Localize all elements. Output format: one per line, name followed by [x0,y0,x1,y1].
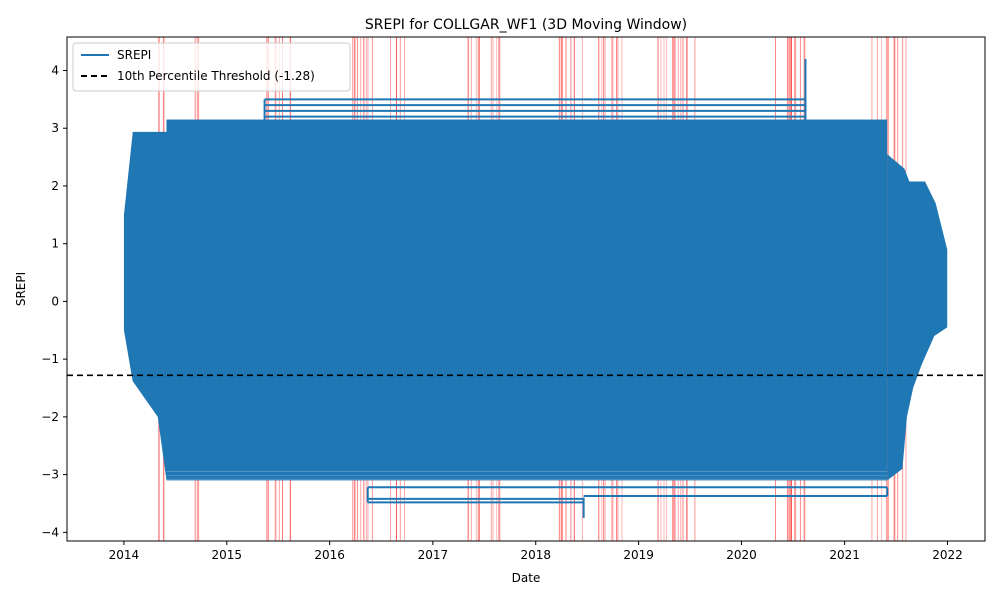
x-tick-label-2021: 2021 [829,548,860,562]
srepi-series [123,58,948,518]
x-tick-label-2019: 2019 [623,548,654,562]
srepi-plateau-top [264,119,806,122]
x-tick-label-2017: 2017 [418,548,449,562]
y-tick-label-3: 3 [51,121,59,135]
x-tick-label-2018: 2018 [520,548,551,562]
x-axis: 2014 2015 2016 2017 2018 2019 2020 2021 2022 [109,541,963,562]
x-tick-label-2022: 2022 [932,548,963,562]
chart-title: SREPI for COLLGAR_WF1 (3D Moving Window) [365,17,687,33]
srepi-right-envelope [887,129,948,481]
y-tick-label--4: −4 [41,525,59,539]
y-tick-label-0: 0 [51,294,59,308]
y-tick-label--2: −2 [41,410,59,424]
x-tick-label-2020: 2020 [726,548,757,562]
legend: SREPI 10th Percentile Threshold (-1.28) [72,42,351,92]
x-tick-label-2016: 2016 [314,548,345,562]
y-tick-label--1: −1 [41,352,59,366]
srepi-left-envelope [123,132,167,481]
legend-label-srepi: SREPI [117,48,151,62]
y-tick-label--3: −3 [41,468,59,482]
plot-frame [66,36,986,542]
legend-label-threshold: 10th Percentile Threshold (-1.28) [117,69,315,83]
y-tick-label-4: 4 [51,63,59,77]
srepi-dense-band [166,119,888,481]
x-tick-label-2015: 2015 [212,548,243,562]
y-tick-label-2: 2 [51,179,59,193]
y-tick-label-1: 1 [51,237,59,251]
x-axis-label: Date [512,571,541,585]
x-tick-label-2014: 2014 [109,548,140,562]
y-axis: −4 −3 −2 −1 0 1 2 3 4 [41,63,67,539]
y-axis-label: SREPI [14,272,28,306]
legend-box [72,42,351,92]
